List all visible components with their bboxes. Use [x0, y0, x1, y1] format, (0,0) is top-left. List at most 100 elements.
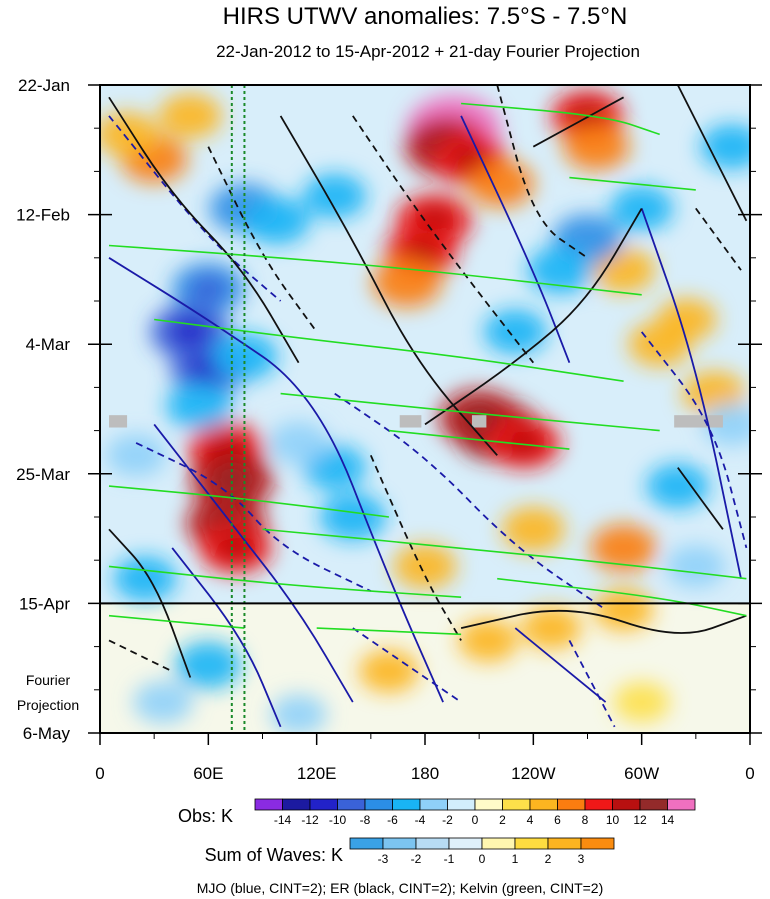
- contour-kelvin: [569, 176, 696, 191]
- anomaly-blob-core: [216, 533, 255, 562]
- contour-er: [695, 207, 742, 271]
- missing-data-patches: [109, 415, 723, 428]
- obs-colorbar-cell: [502, 798, 531, 811]
- waves-colorbar: -3 -2 -1 0 1 2 3: [349, 837, 615, 866]
- contour-kelvin: [388, 429, 570, 450]
- obs-colorbar-tick-label: 2: [499, 813, 506, 827]
- obs-colorbar-cell: [447, 798, 476, 811]
- obs-colorbar-cell: [474, 798, 503, 811]
- y-tick-label: 6-May: [23, 724, 71, 743]
- obs-colorbar-tick-label: -8: [360, 813, 371, 827]
- waves-colorbar-tick-label: 0: [479, 852, 486, 866]
- contour-kelvin: [108, 565, 462, 598]
- contour-er: [460, 609, 747, 634]
- anomaly-field: [100, 89, 750, 733]
- anomaly-blob: [106, 433, 166, 477]
- y-tick-label: 22-Jan: [18, 76, 70, 95]
- contour-mjo: [108, 257, 444, 703]
- anomaly-blob: [646, 463, 710, 509]
- waves-colorbar-label: Sum of Waves: K: [205, 845, 343, 865]
- waves-colorbar-cell: [514, 837, 549, 850]
- anomaly-blob: [268, 421, 329, 465]
- waves-colorbar-cell: [382, 837, 417, 850]
- contour-mjo: [352, 627, 462, 703]
- anomaly-blob: [100, 111, 159, 157]
- waves-colorbar-cell: [448, 837, 483, 850]
- contour-mjo: [460, 115, 571, 364]
- anomaly-blob: [613, 682, 670, 723]
- anomaly-blob: [458, 619, 519, 662]
- anomaly-blob: [700, 124, 750, 170]
- contour-kelvin: [108, 244, 642, 296]
- waves-colorbar-tick-label: 2: [545, 852, 552, 866]
- chart-subtitle: 22-Jan-2012 to 15-Apr-2012 + 21-day Four…: [216, 42, 640, 61]
- contour-er: [279, 115, 498, 456]
- contour-kelvin: [108, 485, 390, 518]
- obs-colorbar-tick-label: -10: [329, 813, 347, 827]
- contour-mjo: [640, 208, 742, 579]
- anomaly-blob: [393, 543, 457, 589]
- contour-kelvin: [461, 102, 660, 136]
- obs-colorbar-tick-label: -6: [387, 813, 398, 827]
- obs-colorbar-cell: [419, 798, 448, 811]
- x-tick-label: 60E: [193, 764, 223, 783]
- waves-colorbar-cell: [415, 837, 450, 850]
- anomaly-blob: [628, 321, 692, 367]
- projection-label-line1: Fourier: [26, 672, 71, 688]
- contour-er: [108, 639, 173, 673]
- anomaly-blob: [666, 545, 726, 588]
- x-tick-label: 0: [745, 764, 754, 783]
- anomaly-blob: [270, 694, 327, 733]
- contour-kelvin: [108, 614, 245, 629]
- obs-colorbar-cell: [309, 798, 338, 811]
- obs-colorbar-tick-label: 8: [582, 813, 589, 827]
- obs-colorbar-cell: [529, 798, 558, 811]
- contour-kelvin: [262, 528, 747, 580]
- anomaly-blob: [501, 506, 565, 552]
- x-tick-label: 180: [411, 764, 439, 783]
- contour-er: [369, 454, 462, 641]
- obs-colorbar-tick-label: 14: [661, 813, 675, 827]
- y-tick-label: 15-Apr: [19, 594, 70, 613]
- waves-colorbar-tick-label: -1: [444, 852, 455, 866]
- obs-colorbar-tick-label: 4: [527, 813, 534, 827]
- anomaly-blob: [166, 382, 233, 430]
- anomaly-blob-core: [210, 464, 254, 496]
- contour-legend: MJO (blue, CINT=2); ER (black, CINT=2); …: [197, 880, 604, 896]
- anomaly-blob: [319, 493, 386, 541]
- anomaly-blob: [158, 93, 222, 139]
- obs-colorbar-tick-label: 6: [554, 813, 561, 827]
- obs-colorbar-cell: [667, 798, 696, 811]
- obs-colorbar-cell: [282, 798, 311, 811]
- waves-colorbar-tick-label: -2: [411, 852, 422, 866]
- anomaly-blob: [359, 649, 419, 693]
- anomaly-blob: [467, 160, 535, 208]
- contour-er: [496, 85, 589, 259]
- missing-patch: [109, 415, 128, 428]
- contour-mjo: [514, 627, 607, 703]
- contour-er: [108, 96, 300, 364]
- contour-kelvin: [154, 318, 624, 382]
- waves-colorbar-tick-label: -3: [378, 852, 389, 866]
- anomaly-blob-core: [505, 429, 544, 457]
- y-tick-label: 25-Mar: [16, 465, 70, 484]
- waves-colorbar-cell: [580, 837, 615, 850]
- contour-mjo: [640, 331, 748, 549]
- anomaly-blob: [521, 606, 582, 650]
- x-tick-label: 120W: [511, 764, 555, 783]
- anomaly-blob: [483, 309, 547, 355]
- contour-er: [677, 467, 724, 530]
- obs-colorbar-cell: [584, 798, 613, 811]
- contour-kelvin: [316, 627, 462, 636]
- contour-mjo: [334, 392, 607, 611]
- x-tick-label: 0: [95, 764, 104, 783]
- missing-patch: [471, 415, 487, 428]
- anomaly-blob: [590, 524, 657, 572]
- obs-colorbar-tick-label: 12: [633, 813, 647, 827]
- contour-er: [108, 528, 192, 678]
- waves-colorbar-cell: [349, 837, 384, 850]
- y-tick-label: 4-Mar: [26, 335, 71, 354]
- missing-patch: [674, 415, 723, 428]
- obs-colorbar-cell: [337, 798, 366, 811]
